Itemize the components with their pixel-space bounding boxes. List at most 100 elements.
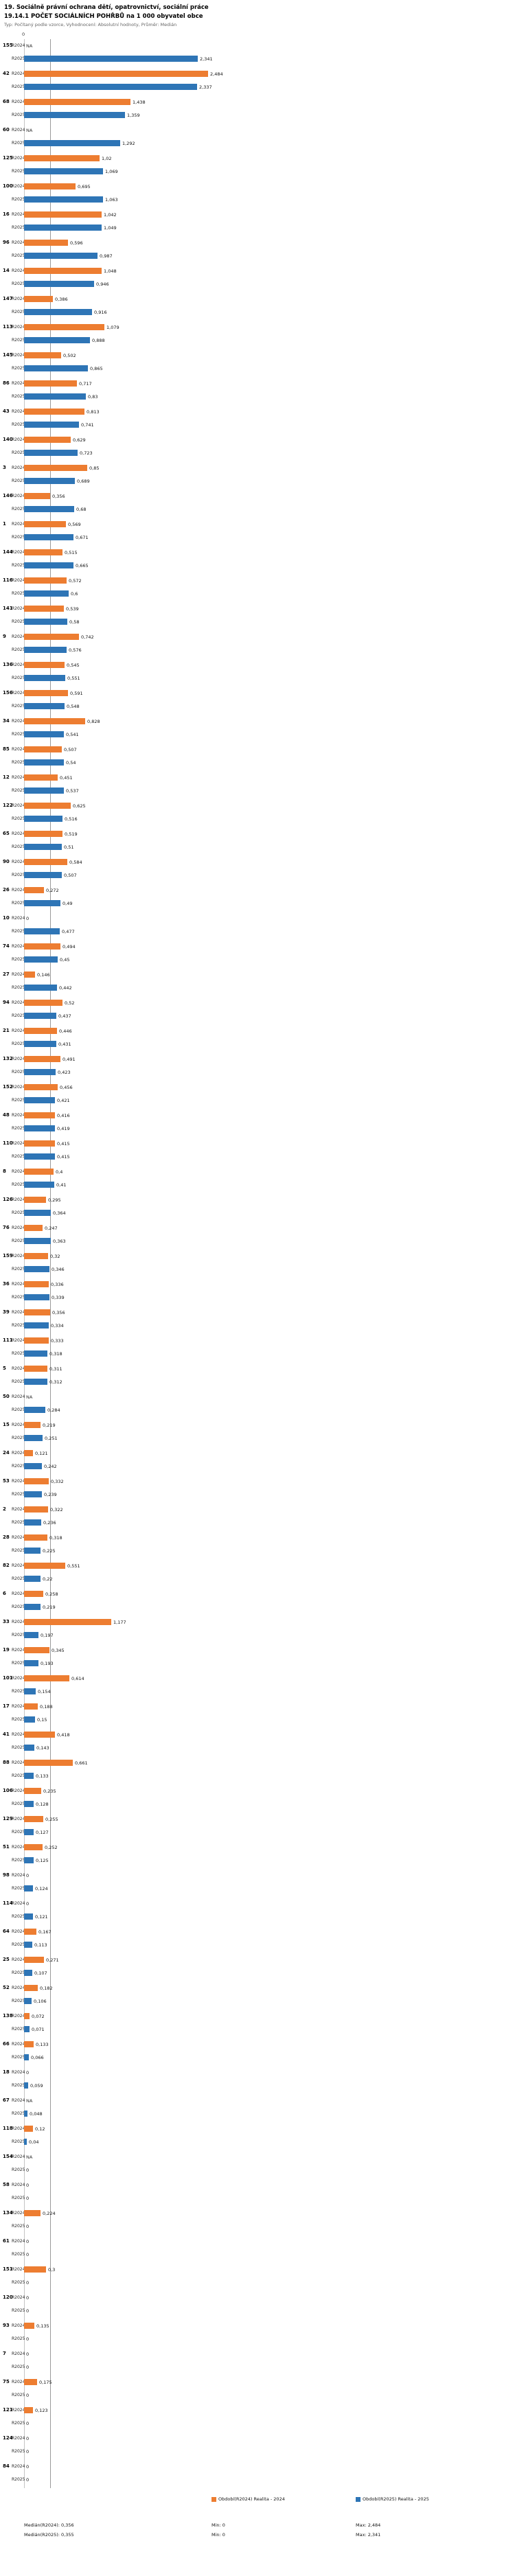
bar-line-r2025: R2025 0,334 <box>0 1319 515 1332</box>
chart-row-group: 151 R2024 0,3 R2025 0 <box>0 2263 515 2291</box>
bar-line-r2024: R2024 0,494 <box>0 940 515 953</box>
period-label-r2025: R2025 <box>12 1070 25 1074</box>
chart-row-group: 145 R2024 0,502 R2025 0,865 <box>0 349 515 377</box>
period-label-r2025: R2025 <box>12 1802 25 1806</box>
value-label-r2025: 0,68 <box>76 507 87 512</box>
bar-line-r2024: R2024 0,12 <box>0 2122 515 2135</box>
value-bar-r2025 <box>24 1069 56 1075</box>
row-id-label: 136 <box>3 662 13 667</box>
period-label-r2025: R2025 <box>12 1323 25 1328</box>
bar-line-r2024: R2024 0 <box>0 912 515 925</box>
period-label-r2024: R2024 <box>12 437 25 442</box>
row-id-label: 60 <box>3 127 10 133</box>
value-bar-r2024 <box>24 718 85 724</box>
value-bar-r2025 <box>24 337 90 343</box>
value-label-r2024: 0,491 <box>62 1057 76 1062</box>
period-label-r2024: R2024 <box>12 2042 25 2047</box>
bar-line-r2024: R2024 0,356 <box>0 1306 515 1319</box>
chart-row-group: 26 R2024 0,272 R2025 0,49 <box>0 884 515 912</box>
stat-max-2025: Max: 2,341 <box>356 2532 381 2538</box>
row-id-label: 151 <box>3 2266 13 2272</box>
bar-line-r2024: R2024 0,345 <box>0 1644 515 1657</box>
bar-line-r2024: R2024 0,322 <box>0 1503 515 1516</box>
chart-row-group: 24 R2024 0,121 R2025 0,242 <box>0 1447 515 1475</box>
row-id-label: 18 <box>3 2069 10 2075</box>
value-bar-r2025 <box>24 478 75 484</box>
value-bar-r2024 <box>24 324 104 330</box>
value-bar-r2025 <box>24 1519 41 1526</box>
value-bar-r2024 <box>24 1732 55 1738</box>
chart-row-group: 19 R2024 0,345 R2025 0,193 <box>0 1644 515 1672</box>
row-id-label: 100 <box>3 183 13 189</box>
row-id-label: 126 <box>3 1197 13 1202</box>
value-label-r2025: 0,987 <box>100 253 113 259</box>
row-id-label: 8 <box>3 1169 6 1174</box>
bar-line-r2024: R2024 0,121 <box>0 1447 515 1460</box>
bar-line-r2025: R2025 0,723 <box>0 446 515 459</box>
bar-line-r2024: R2024 0,224 <box>0 2207 515 2220</box>
period-label-r2025: R2025 <box>12 1830 25 1835</box>
period-label-r2024: R2024 <box>12 494 25 498</box>
period-label-r2025: R2025 <box>12 2280 25 2285</box>
row-id-label: 65 <box>3 831 10 836</box>
bar-line-r2024: R2024 0,247 <box>0 1221 515 1234</box>
bar-line-r2024: R2024 0,271 <box>0 1953 515 1966</box>
period-label-r2024: R2024 <box>12 1648 25 1653</box>
value-label-r2025: 0,113 <box>34 1942 47 1948</box>
value-bar-r2025 <box>24 844 62 850</box>
value-label-r2024: 0,272 <box>46 888 59 893</box>
bar-line-r2025: R2025 0,507 <box>0 869 515 882</box>
bar-line-r2024: R2024 0,318 <box>0 1531 515 1544</box>
value-label-r2024: 1,438 <box>133 100 146 105</box>
value-bar-r2025 <box>24 2111 27 2117</box>
row-id-label: 21 <box>3 1028 10 1033</box>
value-label-r2024: 1,079 <box>106 325 119 330</box>
bar-line-r2025: R2025 0,689 <box>0 474 515 487</box>
chart-row-group: 94 R2024 0,52 R2025 0,437 <box>0 996 515 1024</box>
bar-line-r2024: R2024 0 <box>0 2347 515 2360</box>
value-label-r2024: 0,356 <box>52 494 65 499</box>
period-label-r2024: R2024 <box>12 1423 25 1427</box>
period-label-r2025: R2025 <box>12 985 25 990</box>
bar-line-r2024: R2024 0,625 <box>0 799 515 812</box>
chart-row-group: 100 R2024 0,695 R2025 1,063 <box>0 180 515 208</box>
bar-line-r2024: R2024 0,456 <box>0 1081 515 1094</box>
value-label-r2024: 0 <box>26 2351 30 2357</box>
value-bar-r2025 <box>24 703 65 709</box>
value-label-r2024: 0,629 <box>73 437 86 443</box>
value-label-r2024: 0,415 <box>57 1141 70 1147</box>
value-bar-r2025 <box>24 1322 49 1329</box>
value-bar-r2024 <box>24 1647 49 1653</box>
value-label-r2024: 0 <box>26 2295 30 2301</box>
period-label-r2025: R2025 <box>12 2055 25 2060</box>
value-label-r2025: 0,124 <box>35 1886 48 1891</box>
value-label-r2025: 0,49 <box>62 901 73 906</box>
row-id-label: 152 <box>3 1084 13 1090</box>
row-id-label: 7 <box>3 2351 6 2356</box>
row-id-label: 118 <box>3 2126 13 2131</box>
row-id-label: 154 <box>3 2154 13 2159</box>
chart-row-group: 147 R2024 0,386 R2025 0,916 <box>0 292 515 321</box>
bar-line-r2024: R2024 0,85 <box>0 461 515 474</box>
value-bar-r2024 <box>24 2323 34 2329</box>
value-label-r2025: 0 <box>26 2252 30 2257</box>
bar-line-r2024: R2024 0 <box>0 2066 515 2079</box>
period-label-r2025: R2025 <box>12 1999 25 2003</box>
period-label-r2025: R2025 <box>12 1379 25 1384</box>
period-label-r2024: R2024 <box>12 2126 25 2131</box>
chart-row-group: 53 R2024 0,332 R2025 0,239 <box>0 1475 515 1503</box>
value-bar-r2025 <box>24 900 60 906</box>
value-label-r2025: 0,193 <box>41 1661 54 1666</box>
value-bar-r2024 <box>24 1703 38 1710</box>
value-label-r2024: 0 <box>26 916 30 921</box>
bar-line-r2024: R2024 0,551 <box>0 1559 515 1572</box>
row-id-label: 1 <box>3 521 6 527</box>
bar-line-r2025: R2025 0,41 <box>0 1178 515 1191</box>
bar-line-r2025: R2025 0,987 <box>0 249 515 262</box>
na-value-label: NA <box>26 43 33 49</box>
value-label-r2024: 0,717 <box>79 381 92 387</box>
value-bar-r2024 <box>24 1506 48 1513</box>
period-label-r2024: R2024 <box>12 465 25 470</box>
period-label-r2025: R2025 <box>12 507 25 511</box>
value-label-r2025: 0 <box>26 2365 30 2370</box>
